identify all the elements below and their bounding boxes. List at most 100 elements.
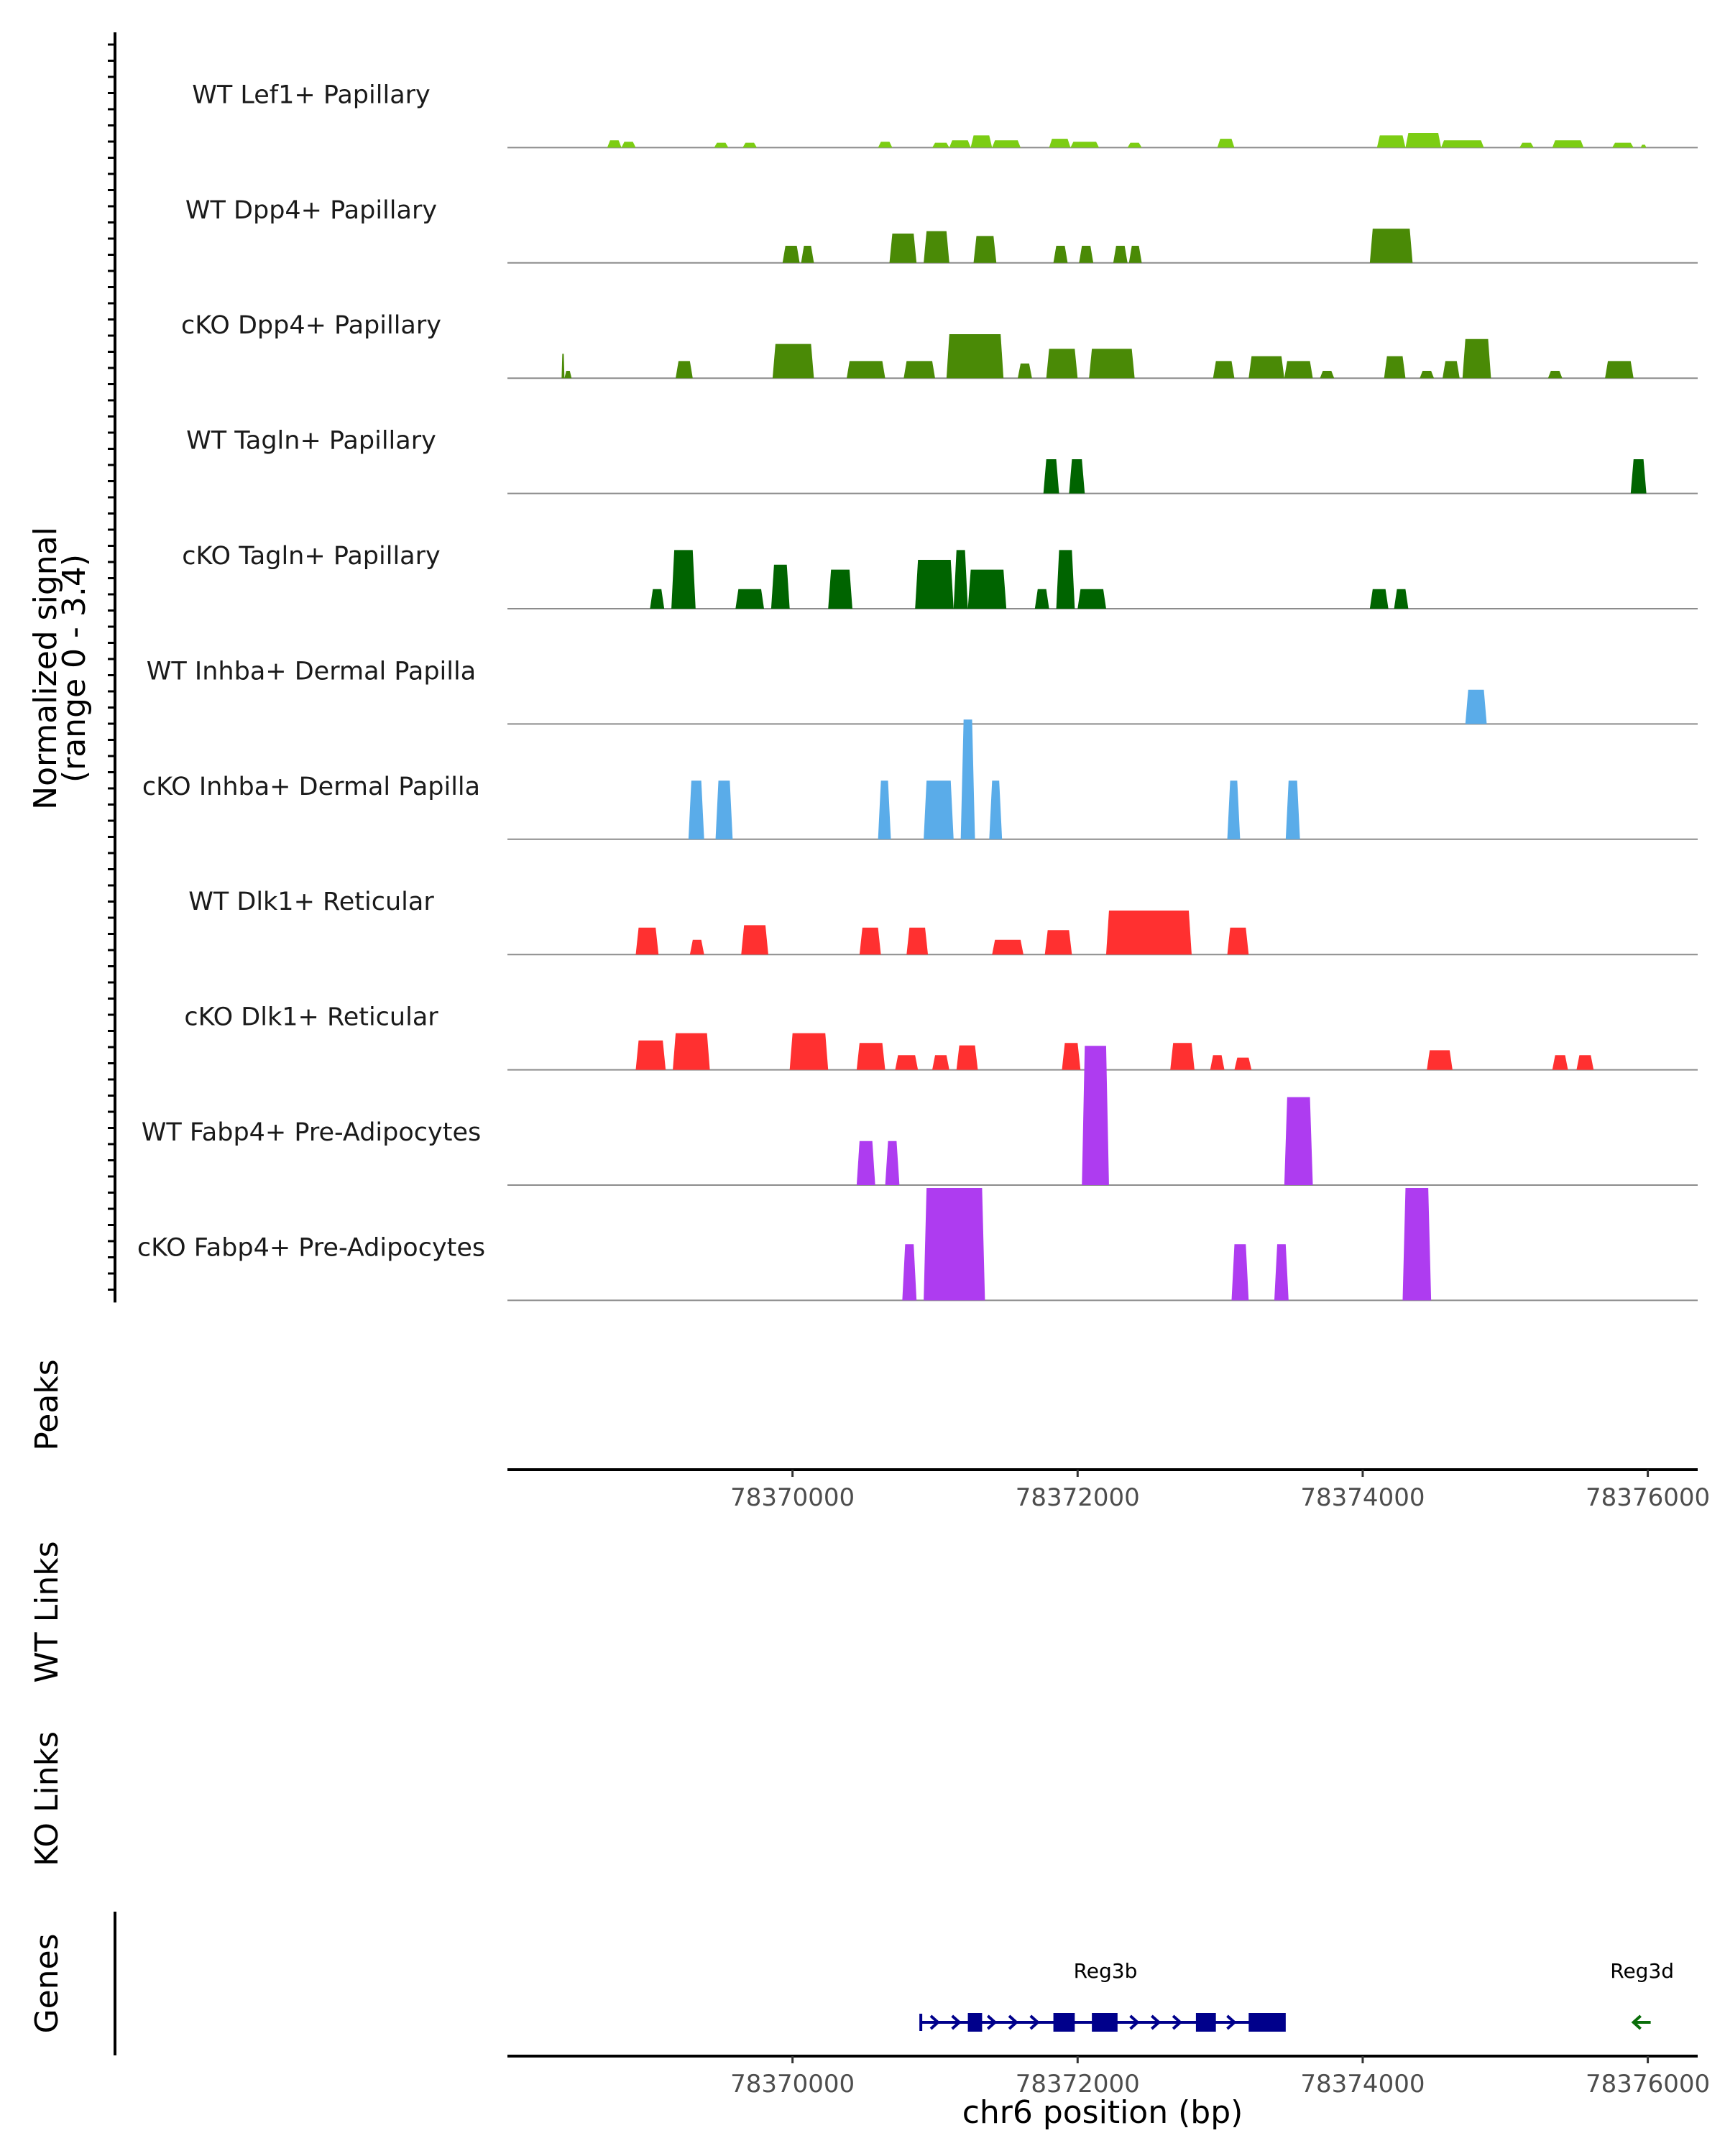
- signal-peak: [1402, 1188, 1432, 1301]
- track-2: WT Dpp4+ Papillary: [185, 196, 1698, 264]
- signal-peak: [1443, 361, 1460, 379]
- track-4: WT Tagln+ Papillary: [186, 427, 1698, 494]
- signal-peak: [1227, 927, 1249, 955]
- signal-peak: [932, 1055, 949, 1070]
- signal-peak: [782, 246, 800, 263]
- strand-arrow: [1151, 2014, 1162, 2030]
- signal-peak: [1170, 1043, 1195, 1070]
- signal-peak: [967, 569, 1007, 609]
- signal-peak: [1053, 246, 1068, 263]
- signal-peak: [689, 939, 704, 955]
- track-label: WT Fabp4+ Pre-Adipocytes: [142, 1118, 481, 1147]
- signal-peak: [906, 927, 929, 955]
- strand-arrow: [986, 2014, 998, 2030]
- signal-peak: [635, 1040, 666, 1070]
- strand-arrow: [929, 2014, 940, 2030]
- signal-peak: [856, 1043, 886, 1070]
- signal-peak: [932, 142, 949, 148]
- signal-peak: [924, 231, 949, 263]
- strand-arrow: [1631, 2014, 1642, 2030]
- x-tick-label: 78370000: [730, 1483, 855, 1512]
- signal-peak: [1070, 142, 1100, 148]
- signal-peak: [1034, 589, 1049, 609]
- x-tick-label: 78372000: [1016, 2070, 1140, 2099]
- signal-peak: [714, 142, 729, 148]
- signal-peak: [1284, 361, 1313, 379]
- y-axis-title-line1: Normalized signal: [27, 527, 64, 810]
- x-tick-label: 78372000: [1016, 1483, 1140, 1512]
- signal-peak: [1384, 356, 1406, 379]
- signal-peak: [741, 925, 768, 955]
- signal-peak: [1547, 371, 1563, 379]
- track-label: cKO Fabp4+ Pre-Adipocytes: [137, 1233, 485, 1262]
- signal-peak: [770, 564, 790, 609]
- gene-exon: [1092, 2013, 1118, 2032]
- signal-peak: [889, 234, 917, 263]
- gene-Reg3d: Reg3d: [1610, 1959, 1674, 2030]
- signal-peak: [960, 719, 975, 839]
- signal-peak: [1079, 246, 1094, 263]
- signal-peak: [1274, 1244, 1289, 1301]
- track-label: cKO Dpp4+ Papillary: [181, 311, 441, 340]
- signal-peak: [1217, 139, 1235, 148]
- strand-arrow: [1029, 2014, 1040, 2030]
- signal-peak: [1552, 140, 1584, 148]
- signal-peak: [1231, 1244, 1249, 1301]
- signal-peak: [856, 1141, 875, 1185]
- signal-peak: [915, 560, 954, 609]
- signal-peak: [1105, 911, 1192, 955]
- signal-peak: [1127, 142, 1142, 148]
- signal-peak: [1069, 459, 1085, 494]
- signal-peak: [1043, 459, 1059, 494]
- genes-panel-label: Genes: [29, 1933, 65, 2033]
- signal-peak: [688, 780, 704, 839]
- signal-peak: [673, 1033, 710, 1070]
- signal-peak: [1462, 338, 1491, 379]
- signal-peak: [1576, 1055, 1594, 1070]
- signal-peak: [885, 1141, 900, 1185]
- signal-peak: [1227, 780, 1241, 839]
- signal-peak: [1056, 550, 1075, 609]
- signal-peak: [1552, 1055, 1568, 1070]
- track-11: cKO Fabp4+ Pre-Adipocytes: [137, 1188, 1698, 1302]
- track-6: WT Inhba+ Dermal Papilla: [147, 657, 1698, 725]
- gene-exon: [967, 2013, 983, 2032]
- strand-arrow: [1008, 2014, 1019, 2030]
- signal-peak: [878, 780, 891, 839]
- track-8: WT Dlk1+ Reticular: [188, 888, 1698, 956]
- signal-peak: [1049, 139, 1071, 148]
- signal-peak: [1612, 142, 1634, 148]
- signal-peak: [946, 334, 1004, 379]
- signal-peak: [1017, 363, 1032, 379]
- signal-peak: [772, 344, 814, 379]
- track-label: WT Dlk1+ Reticular: [188, 888, 434, 916]
- x-tick-label: 78376000: [1586, 1483, 1710, 1512]
- ko-links-panel-label: KO Links: [29, 1731, 65, 1866]
- track-5: cKO Tagln+ Papillary: [182, 542, 1698, 609]
- track-9: cKO Dlk1+ Reticular: [184, 1003, 1698, 1071]
- signal-peak: [1062, 1043, 1081, 1070]
- strand-arrow: [951, 2014, 962, 2030]
- signal-peak: [1640, 144, 1647, 148]
- x-tick-label: 78376000: [1586, 2070, 1710, 2099]
- signal-peak: [1369, 229, 1413, 263]
- signal-peak: [801, 246, 814, 263]
- genes-x-axis-ticks: 78370000 78372000 78374000 78376000: [730, 2056, 1710, 2099]
- x-tick-label: 78370000: [730, 2070, 855, 2099]
- x-tick-label: 78374000: [1300, 2070, 1425, 2099]
- signal-peak: [1320, 371, 1335, 379]
- signal-peak: [1213, 361, 1235, 379]
- signal-peak: [903, 361, 935, 379]
- signal-tracks: WT Lef1+ Papillary WT Dpp4+ Papillary cKO …: [137, 80, 1698, 1302]
- signal-peak: [1441, 140, 1484, 148]
- signal-peak: [1605, 361, 1634, 379]
- signal-peak: [1394, 589, 1409, 609]
- signal-peak: [607, 140, 622, 148]
- signal-peak: [970, 135, 993, 148]
- signal-peak: [715, 780, 733, 839]
- signal-peak: [828, 569, 852, 609]
- x-tick-label: 78374000: [1300, 1483, 1425, 1512]
- signal-peak: [1285, 780, 1300, 839]
- peaks-x-axis-ticks: 78370000 78372000 78374000 78376000: [730, 1470, 1710, 1512]
